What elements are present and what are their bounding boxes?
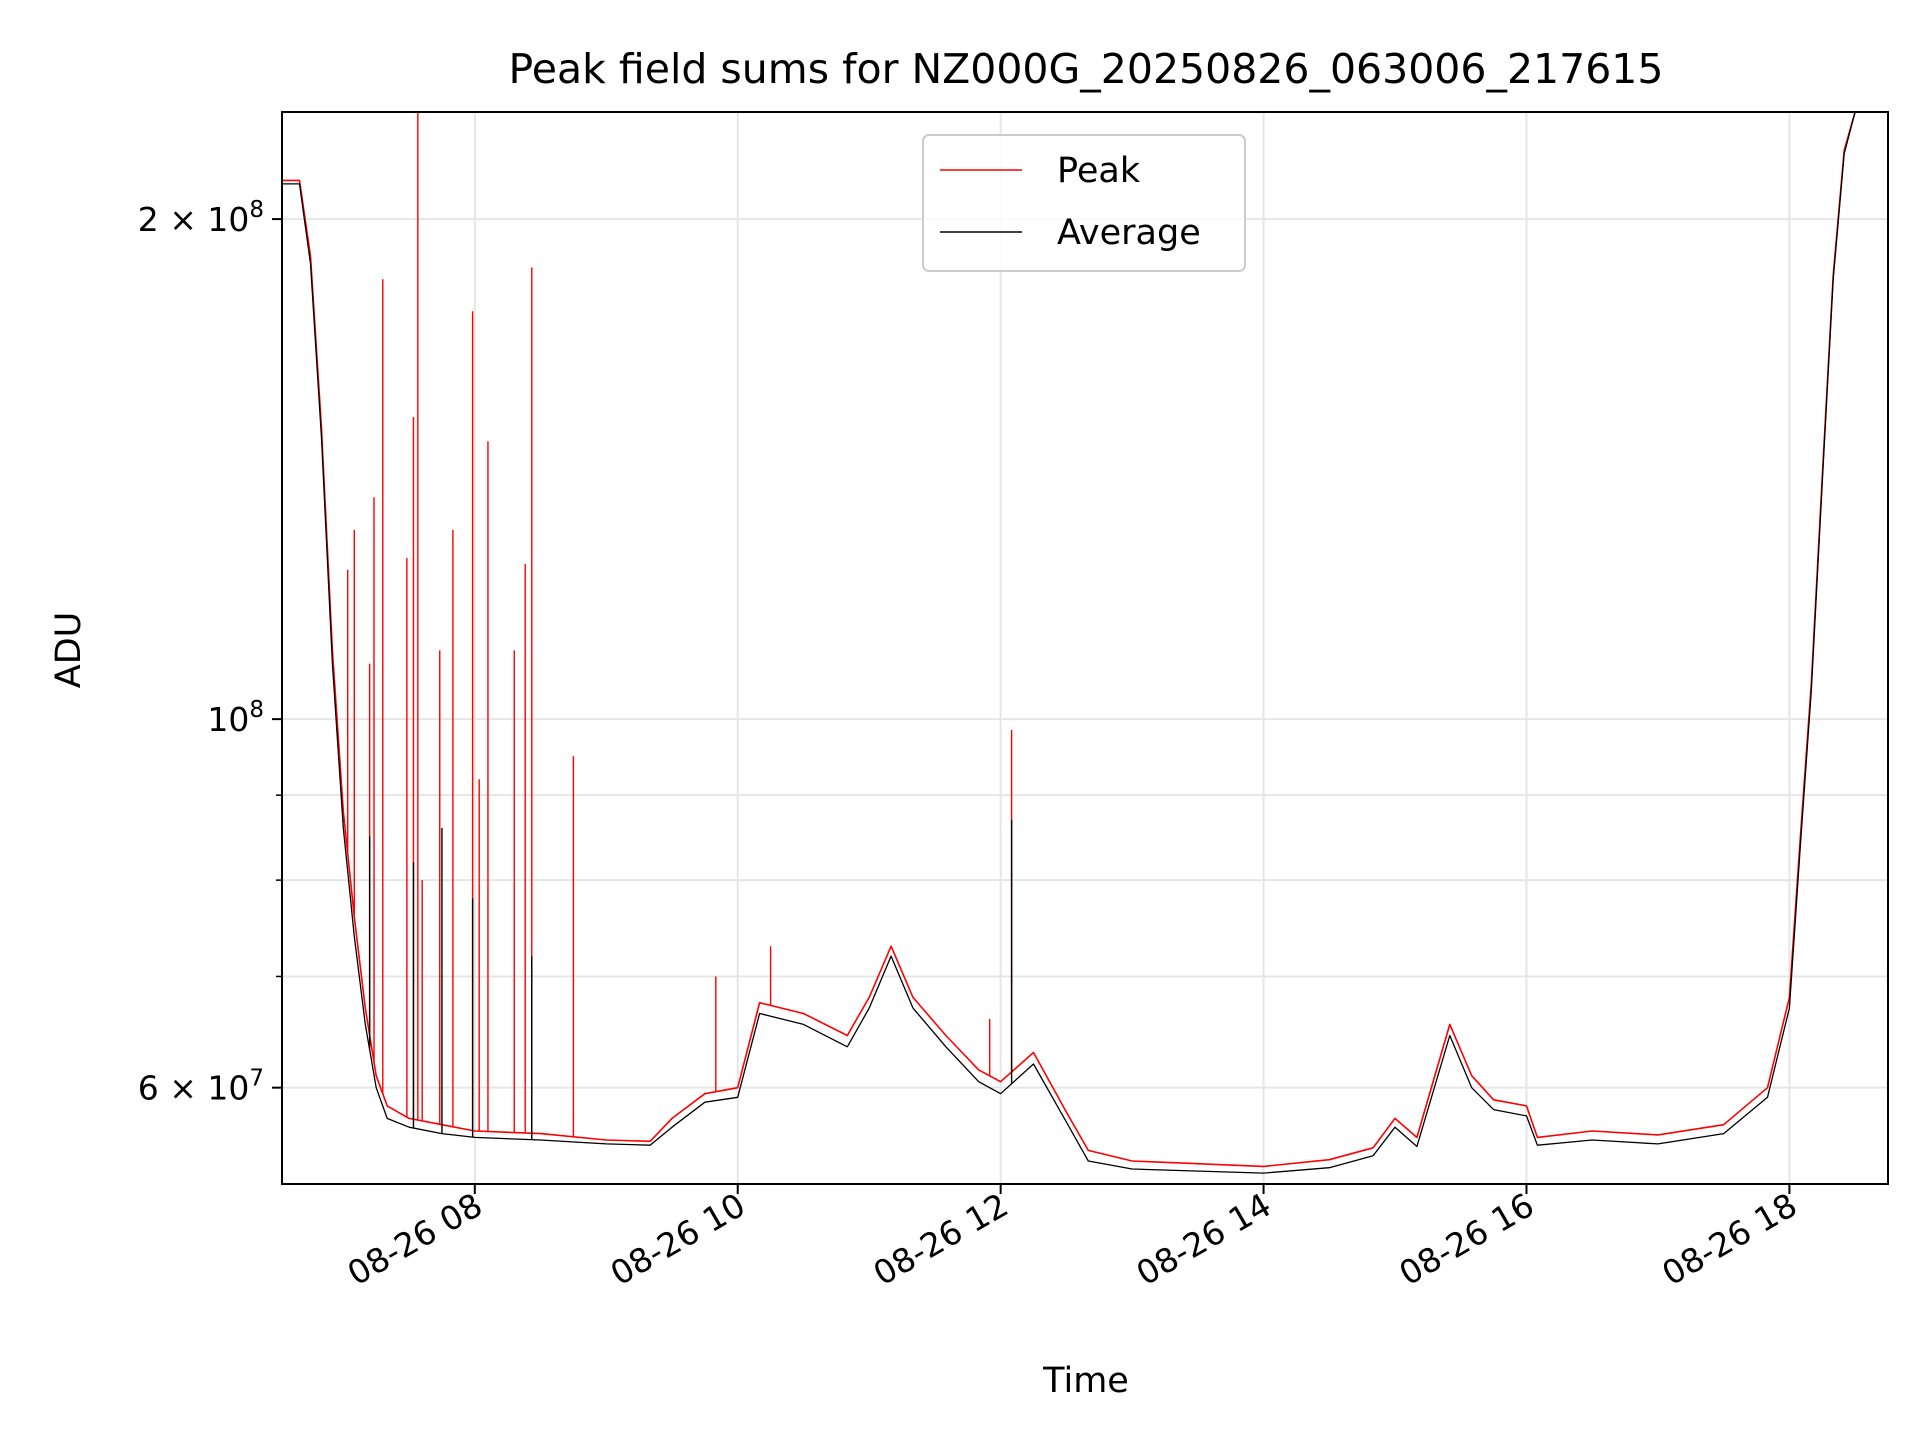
y-axis-title: ADU (49, 612, 89, 689)
chart-title: Peak field sums for NZ000G_20250826_0630… (509, 45, 1664, 93)
y-tick-label: 2 × 108 (138, 197, 264, 239)
series-peak (282, 112, 1888, 1168)
y-tick-base: 10 (207, 700, 249, 739)
series-average (282, 112, 1888, 1174)
x-axis-title: Time (1042, 1361, 1129, 1401)
y-tick-base: 10 (207, 1069, 249, 1108)
series-line-peak (282, 112, 1888, 1168)
y-tick-mantissa: 2 (138, 200, 159, 239)
y-tick-mantissa: 6 (138, 1069, 159, 1108)
series-line-average (282, 112, 1888, 1174)
y-tick-base: 10 (207, 200, 249, 239)
series-layer (282, 112, 1888, 1174)
y-tick-times: × (159, 1069, 208, 1108)
legend-label-average: Average (1057, 213, 1201, 253)
legend-label-peak: Peak (1057, 151, 1141, 191)
plot-frame (281, 111, 1889, 1185)
y-tick-exponent: 7 (249, 1066, 264, 1092)
y-tick-exponent: 8 (249, 697, 264, 723)
grid (282, 112, 1888, 1184)
y-tick-label: 6 × 107 (138, 1066, 264, 1108)
y-tick-exponent: 8 (249, 197, 264, 223)
y-tick-times: × (159, 200, 208, 239)
legend: Peak Average (922, 134, 1246, 272)
legend-frame (922, 134, 1246, 272)
y-tick-label: 108 (207, 697, 264, 739)
